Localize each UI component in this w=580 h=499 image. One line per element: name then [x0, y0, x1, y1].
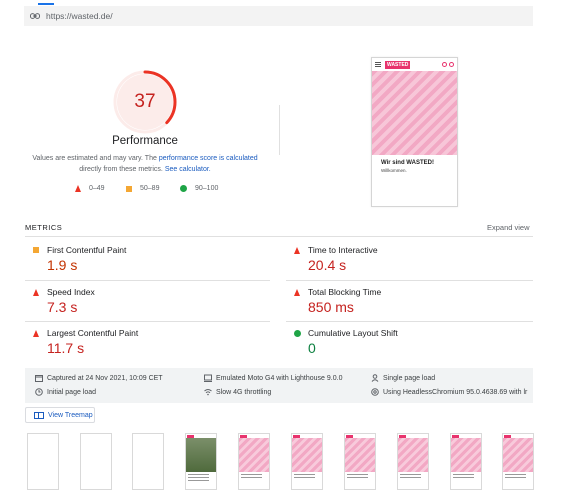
hamburger-menu-icon [375, 62, 381, 67]
device-icon [204, 374, 212, 382]
browser-icon [371, 388, 379, 396]
treemap-icon [34, 411, 44, 419]
triangle-icon [33, 330, 39, 337]
calendar-icon [35, 375, 43, 382]
info-session-text: Single page load [383, 374, 436, 382]
metric-label: First Contentful Paint [47, 245, 127, 255]
metrics-divider [25, 236, 533, 237]
gauge-arc [113, 70, 177, 134]
metric-label: Time to Interactive [308, 245, 378, 255]
person-icon [371, 374, 379, 382]
metric-value: 1.9 s [47, 257, 78, 273]
legend-pass-range: 90–100 [195, 185, 219, 192]
triangle-icon [294, 247, 300, 254]
metric-value: 11.7 s [47, 340, 85, 356]
legend-fail: 0–49 [75, 185, 105, 192]
metric-total-blocking-time: Total Blocking Time 850 ms [286, 287, 531, 321]
legend-pass: 90–100 [180, 185, 218, 192]
note-text-2: directly from these metrics. [79, 166, 165, 173]
metric-first-contentful-paint: First Contentful Paint 1.9 s [25, 245, 270, 279]
filmstrip-frame [80, 433, 112, 490]
filmstrip-frame [238, 433, 270, 490]
metric-value: 0 [308, 340, 316, 356]
clock-icon [35, 388, 43, 396]
screenshot-logo: WASTED [385, 60, 411, 69]
filmstrip-frame [27, 433, 59, 490]
metric-time-to-interactive: Time to Interactive 20.4 s [286, 245, 531, 279]
user-icon [442, 62, 447, 67]
see-calculator-link[interactable]: See calculator. [164, 166, 211, 173]
info-load-text: Initial page load [47, 388, 97, 396]
square-icon [33, 247, 39, 253]
legend-average: 50–89 [126, 185, 159, 192]
filmstrip-frame [291, 433, 323, 490]
gauge-ring [113, 70, 177, 134]
legend-fail-range: 0–49 [89, 185, 105, 192]
active-tab-indicator [38, 3, 54, 5]
wifi-icon [204, 389, 212, 396]
circle-icon [294, 330, 301, 337]
note-text-1: Values are estimated and may vary. The [32, 155, 159, 162]
info-device: Emulated Moto G4 with Lighthouse 9.0.0 [204, 374, 342, 382]
metrics-heading: METRICS [25, 223, 63, 232]
screenshot-hero-image [372, 71, 457, 155]
filmstrip-frame [344, 433, 376, 490]
view-treemap-button[interactable]: View Treemap [25, 407, 95, 423]
filmstrip-frame [397, 433, 429, 490]
filmstrip-frame [185, 433, 217, 490]
info-captured-text: Captured at 24 Nov 2021, 10:09 CET [47, 374, 163, 382]
info-browser-text: Using HeadlessChromium 95.0.4638.69 with… [383, 388, 528, 396]
url-bar: https://wasted.de/ [24, 6, 533, 26]
legend-average-range: 50–89 [140, 185, 160, 192]
metric-value: 20.4 s [308, 257, 347, 273]
metric-label: Total Blocking Time [308, 287, 382, 297]
metric-row-divider [286, 280, 533, 281]
section-divider [279, 105, 280, 155]
info-load: Initial page load [35, 388, 96, 396]
performance-title: Performance [112, 135, 178, 147]
triangle-icon [33, 289, 39, 296]
screenshot-subtext: Willkommen. [381, 168, 407, 173]
metric-value: 7.3 s [47, 299, 78, 315]
metric-row-divider [25, 280, 270, 281]
info-captured: Captured at 24 Nov 2021, 10:09 CET [35, 374, 163, 382]
performance-gauge[interactable]: 37 [112, 69, 178, 135]
triangle-icon [75, 185, 81, 192]
filmstrip-frame [132, 433, 164, 490]
cart-icon [449, 62, 454, 67]
metric-label: Cumulative Layout Shift [308, 328, 398, 338]
info-throttling-text: Slow 4G throttling [216, 388, 272, 396]
metric-speed-index: Speed Index 7.3 s [25, 287, 270, 321]
header-icons [442, 62, 454, 67]
screenshot-heading: Wir sind WASTED! [381, 160, 434, 166]
metric-cumulative-layout-shift: Cumulative Layout Shift 0 [286, 328, 531, 362]
metric-label: Speed Index [47, 287, 95, 297]
performance-score: 37 [134, 91, 156, 112]
info-session: Single page load [371, 374, 435, 382]
square-icon [126, 185, 132, 192]
metric-value: 850 ms [308, 299, 354, 315]
circle-icon [180, 185, 187, 192]
metric-largest-contentful-paint: Largest Contentful Paint 11.7 s [25, 328, 270, 362]
run-info-box: Captured at 24 Nov 2021, 10:09 CET Emula… [25, 368, 533, 403]
filmstrip-frame [450, 433, 482, 490]
screenshot-body: Wir sind WASTED! Willkommen. [372, 155, 457, 178]
info-browser: Using HeadlessChromium 95.0.4638.69 with… [371, 388, 527, 396]
expand-view-toggle[interactable]: Expand view [487, 223, 530, 232]
metric-label: Largest Contentful Paint [47, 328, 139, 338]
metric-row-divider [286, 321, 533, 322]
final-screenshot[interactable]: WASTED Wir sind WASTED! Willkommen. [371, 57, 458, 207]
filmstrip-frame [502, 433, 534, 490]
score-calculated-link[interactable]: performance score is calculated [158, 155, 258, 162]
triangle-icon [294, 289, 300, 296]
info-device-text: Emulated Moto G4 with Lighthouse 9.0.0 [216, 374, 343, 382]
link-icon [30, 13, 40, 19]
metric-row-divider [25, 321, 270, 322]
page-url: https://wasted.de/ [46, 11, 113, 21]
screenshot-header: WASTED [372, 58, 457, 71]
performance-note: Values are estimated and may vary. The p… [30, 153, 260, 175]
info-throttling: Slow 4G throttling [204, 388, 271, 396]
view-treemap-label: View Treemap [48, 411, 93, 419]
